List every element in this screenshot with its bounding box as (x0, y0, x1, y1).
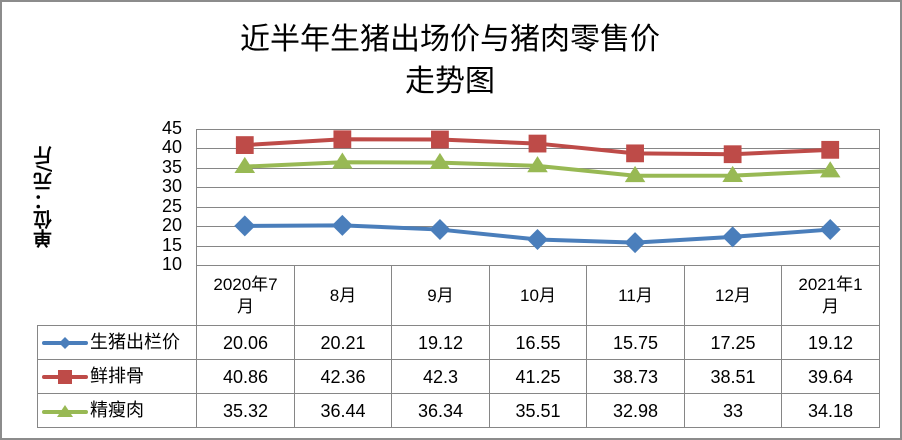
table-header-cell: 9月 (391, 265, 490, 326)
data-point-marker (331, 214, 353, 236)
data-point-marker (234, 156, 256, 173)
table-value-cell: 16.55 (489, 325, 587, 360)
table-value-cell: 33 (684, 393, 782, 428)
table-header-cell: 2020年7 月 (196, 265, 295, 326)
table-header-cell: 8月 (294, 265, 392, 326)
table-header-cell: 10月 (489, 265, 587, 326)
table-value-cell: 20.21 (294, 325, 392, 360)
data-point-marker (431, 130, 449, 149)
table-value-cell: 38.73 (586, 359, 685, 394)
y-tick-label: 25 (161, 195, 182, 216)
legend-label: 鲜排骨 (90, 365, 144, 387)
data-point-marker (234, 215, 256, 237)
table-value-cell: 15.75 (586, 325, 685, 360)
legend-entry: 生猪出栏价 (37, 325, 197, 360)
y-tick-label: 35 (161, 156, 182, 177)
table-value-cell: 39.64 (781, 359, 880, 394)
data-point-marker (527, 156, 548, 173)
header-label: 月 (822, 296, 839, 316)
chart-title-line2: 走势图 (405, 64, 495, 99)
table-value-cell: 42.3 (391, 359, 490, 394)
diamond-marker-icon (42, 335, 88, 351)
header-label: 2021年1 (798, 274, 863, 294)
table-value-cell: 38.51 (684, 359, 782, 394)
table-value-cell: 40.86 (196, 359, 295, 394)
header-label: 2020年7 (213, 274, 278, 294)
table-value-cell: 34.18 (781, 393, 880, 428)
data-point-marker (332, 152, 353, 169)
table-header-cell: 11月 (586, 265, 685, 326)
table-value-cell: 35.32 (196, 393, 295, 428)
data-point-marker (723, 145, 742, 164)
legend-entry: 鲜排骨 (37, 359, 197, 394)
y-tick-label: 30 (161, 176, 182, 197)
header-label: 9月 (427, 285, 454, 305)
header-label: 8月 (329, 285, 357, 305)
data-point-marker (527, 229, 548, 251)
table-value-cell: 19.12 (781, 325, 880, 360)
y-tick-label: 20 (161, 215, 182, 236)
table-value-cell: 36.34 (391, 393, 490, 428)
data-point-marker (429, 219, 451, 241)
data-point-marker (722, 226, 744, 248)
y-tick-label: 40 (161, 137, 182, 158)
data-point-marker (333, 130, 352, 149)
header-label: 月 (237, 296, 254, 316)
table-value-cell: 36.44 (294, 393, 392, 428)
table-header-cell: 12月 (684, 265, 782, 326)
data-point-marker (624, 165, 646, 183)
data-point-marker (429, 152, 451, 170)
table-value-cell: 35.51 (489, 393, 587, 428)
table-header-cell: 2021年1 月 (781, 265, 880, 326)
legend-label: 精瘦肉 (90, 399, 144, 421)
data-point-marker (528, 134, 547, 153)
table-value-cell: 41.25 (489, 359, 587, 394)
data-point-marker (626, 144, 644, 163)
data-point-marker (235, 136, 254, 154)
data-point-marker (819, 161, 841, 178)
series-spare-ribs (235, 130, 840, 164)
y-tick-label: 15 (161, 234, 182, 255)
y-tick-label: 10 (161, 254, 182, 274)
data-point-marker (819, 219, 841, 241)
header-label: 11月 (618, 285, 653, 305)
square-marker-icon (42, 369, 88, 385)
data-point-marker (722, 165, 743, 182)
table-value-cell: 17.25 (684, 325, 782, 360)
series-hog-price (234, 214, 841, 254)
header-label: 12月 (715, 285, 751, 305)
data-point-marker (624, 232, 646, 254)
legend-label: 生猪出栏价 (90, 331, 180, 353)
table-value-cell: 32.98 (586, 393, 685, 428)
header-label: 10月 (520, 285, 556, 305)
series-lean-pork (234, 152, 841, 183)
triangle-marker-icon (42, 403, 88, 419)
chart-title-line1: 近半年生猪出场价与猪肉零售价 (240, 22, 660, 57)
table-value-cell: 42.36 (294, 359, 392, 394)
legend-entry: 精瘦肉 (37, 393, 197, 428)
table-value-cell: 19.12 (391, 325, 490, 360)
data-point-marker (821, 140, 840, 159)
table-value-cell: 20.06 (196, 325, 295, 360)
y-tick-label: 45 (161, 118, 182, 138)
